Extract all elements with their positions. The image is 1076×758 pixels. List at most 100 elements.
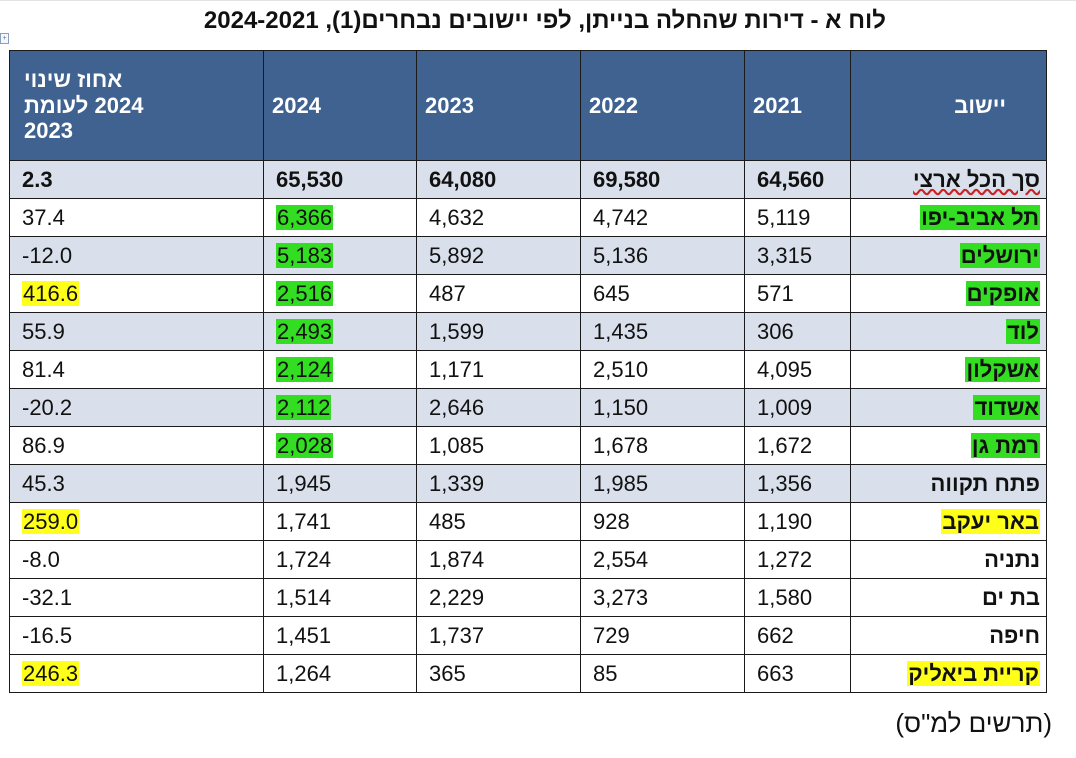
cell-2022-text: 85 (593, 660, 618, 686)
cell-2024: 1,451 (263, 616, 417, 655)
cell-pct: 259.0 (9, 502, 264, 541)
cell-settlement-text: באר יעקב (941, 508, 1040, 534)
cell-settlement-text: נתניה (984, 546, 1040, 572)
cell-2023-text: 365 (429, 660, 466, 686)
cell-pct-text: 45.3 (22, 470, 65, 496)
cell-2023-text: 64,080 (429, 166, 497, 192)
cell-pct: 2.3 (9, 160, 264, 199)
cell-settlement-text: פתח תקווה (930, 470, 1040, 496)
cell-2023-text: 4,632 (429, 204, 485, 230)
cell-2023: 5,892 (416, 236, 581, 275)
cell-settlement: אשקלון (850, 350, 1047, 389)
cell-settlement-text: סך הכל ארצי (913, 166, 1040, 192)
cell-pct: 86.9 (9, 426, 264, 465)
cell-pct: -8.0 (9, 540, 264, 579)
cell-pct-text: 259.0 (22, 508, 80, 534)
cell-2021-text: 1,356 (757, 470, 813, 496)
table-row: אשדוד 1,009 1,150 2,646 2,112 -20.2 (9, 388, 1047, 427)
cell-settlement-text: קריית ביאליק (907, 660, 1040, 686)
cell-2021: 306 (744, 312, 851, 351)
cell-2021: 1,190 (744, 502, 851, 541)
cell-2023-text: 5,892 (429, 242, 485, 268)
cell-2023-text: 2,646 (429, 394, 485, 420)
cell-pct-text: 416.6 (22, 280, 80, 306)
cell-2024: 5,183 (263, 236, 417, 275)
cell-2022: 1,435 (580, 312, 745, 351)
cell-pct: -20.2 (9, 388, 264, 427)
cell-2022-text: 1,985 (593, 470, 649, 496)
cell-2024: 2,112 (263, 388, 417, 427)
header-row: יישוב 2021 2022 2023 2024 אחוז שינוי 202… (9, 50, 1047, 161)
table-row: לוד 306 1,435 1,599 2,493 55.9 (9, 312, 1047, 351)
cell-2022: 85 (580, 654, 745, 693)
cell-2023-text: 1,599 (429, 318, 485, 344)
header-2021: 2021 (744, 50, 851, 161)
cell-2023: 1,874 (416, 540, 581, 579)
cell-2022-text: 729 (593, 622, 630, 648)
table-row: בת ים 1,580 3,273 2,229 1,514 -32.1 (9, 578, 1047, 617)
data-table: יישוב 2021 2022 2023 2024 אחוז שינוי 202… (9, 50, 1047, 693)
table-row: תל אביב-יפו 5,119 4,742 4,632 6,366 37.4 (9, 198, 1047, 237)
cell-pct-text: -12.0 (22, 242, 73, 268)
cell-settlement: ירושלים (850, 236, 1047, 275)
cell-2022: 1,678 (580, 426, 745, 465)
cell-2023: 1,171 (416, 350, 581, 389)
cell-2021-text: 663 (757, 660, 794, 686)
header-pct-text: אחוז שינוי 2024 לעומת 2023 (24, 66, 144, 144)
cell-settlement: קריית ביאליק (850, 654, 1047, 693)
cell-settlement-text: תל אביב-יפו (920, 204, 1040, 230)
cell-2024: 1,724 (263, 540, 417, 579)
table-row: פתח תקווה 1,356 1,985 1,339 1,945 45.3 (9, 464, 1047, 503)
cell-2021-text: 64,560 (757, 166, 825, 192)
cell-2024-text: 2,124 (276, 356, 334, 382)
cell-2023-text: 487 (429, 280, 466, 306)
cell-2021: 1,580 (744, 578, 851, 617)
cell-settlement: באר יעקב (850, 502, 1047, 541)
cell-settlement-text: חיפה (989, 622, 1040, 648)
cell-2023: 1,085 (416, 426, 581, 465)
table-row: אשקלון 4,095 2,510 1,171 2,124 81.4 (9, 350, 1047, 389)
cell-2021: 1,009 (744, 388, 851, 427)
header-2023: 2023 (416, 50, 581, 161)
cell-2022: 2,510 (580, 350, 745, 389)
cell-2023: 64,080 (416, 160, 581, 199)
cell-settlement-text: בת ים (981, 584, 1040, 610)
cell-2024: 2,124 (263, 350, 417, 389)
top-border-line (0, 0, 1076, 1)
cell-pct-text: 37.4 (22, 204, 65, 230)
cell-2023-text: 1,171 (429, 356, 485, 382)
cell-2021-text: 4,095 (757, 356, 813, 382)
cell-settlement-text: אשקלון (965, 356, 1040, 382)
cell-2021: 64,560 (744, 160, 851, 199)
cell-2021: 3,315 (744, 236, 851, 275)
cell-2024-text: 1,264 (276, 660, 332, 686)
cell-2021-text: 1,190 (757, 508, 813, 534)
cell-2021: 1,672 (744, 426, 851, 465)
cell-2024-text: 1,514 (276, 584, 332, 610)
cell-2022-text: 645 (593, 280, 630, 306)
cell-2023-text: 1,737 (429, 622, 485, 648)
cell-2022: 69,580 (580, 160, 745, 199)
total-row: סך הכל ארצי 64,560 69,580 64,080 65,530 2.3 (9, 160, 1047, 199)
cell-2022: 1,150 (580, 388, 745, 427)
cell-2024: 65,530 (263, 160, 417, 199)
expand-icon[interactable]: + (0, 33, 9, 44)
cell-pct: 45.3 (9, 464, 264, 503)
cell-2024-text: 2,493 (276, 318, 334, 344)
cell-2021-text: 1,272 (757, 546, 813, 572)
cell-pct-text: 2.3 (22, 166, 53, 192)
header-2024: 2024 (263, 50, 417, 161)
cell-2021-text: 571 (757, 280, 794, 306)
cell-pct-text: -16.5 (22, 622, 73, 648)
cell-2021: 663 (744, 654, 851, 693)
cell-2024: 1,264 (263, 654, 417, 693)
cell-settlement-text: אופקים (965, 280, 1040, 306)
cell-2024: 1,945 (263, 464, 417, 503)
cell-pct: 246.3 (9, 654, 264, 693)
cell-2021: 1,356 (744, 464, 851, 503)
cell-pct: 37.4 (9, 198, 264, 237)
header-settlement: יישוב (850, 50, 1047, 161)
cell-2022-text: 1,678 (593, 432, 649, 458)
cell-2022-text: 928 (593, 508, 630, 534)
cell-settlement-text: ירושלים (959, 242, 1040, 268)
